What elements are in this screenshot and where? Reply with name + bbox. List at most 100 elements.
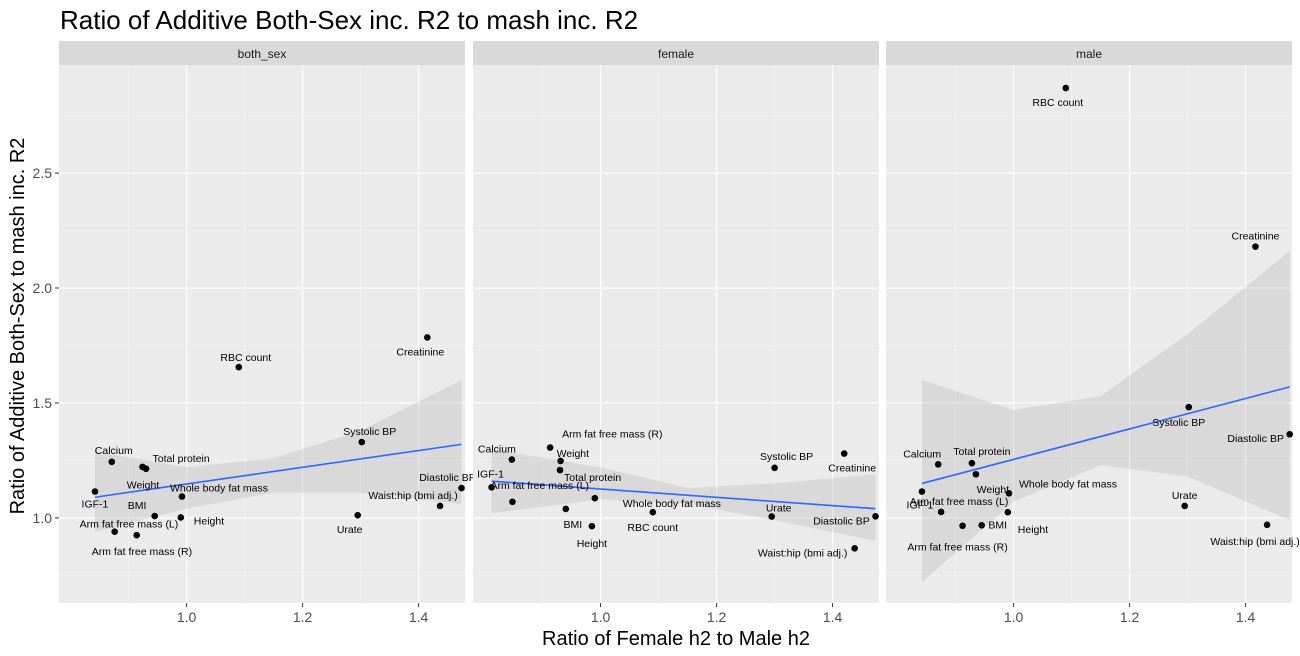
data-point — [91, 488, 99, 495]
x-tick-label: 1.0 — [177, 609, 197, 625]
point-label: Height — [1018, 524, 1048, 536]
point-label: Arm fat free mass (L) — [910, 496, 1009, 508]
x-tick-label: 1.4 — [409, 609, 429, 625]
x-tick-label: 1.0 — [591, 609, 611, 625]
data-point — [978, 521, 985, 529]
data-point — [178, 493, 186, 500]
facet-strip — [886, 41, 1292, 65]
data-point — [768, 513, 775, 520]
x-tick-label: 1.0 — [1004, 609, 1024, 625]
data-point — [588, 522, 596, 530]
data-point — [1005, 490, 1013, 497]
data-point — [1004, 508, 1012, 516]
point-label: Whole body fat mass — [623, 498, 721, 510]
trend-line — [921, 386, 1290, 485]
y-tick-label: 2.0 — [33, 280, 53, 296]
data-point — [918, 488, 926, 495]
point-label: Arm fat free mass (L) — [490, 480, 589, 492]
x-tick-label: 1.4 — [823, 609, 843, 625]
data-point — [111, 528, 118, 536]
data-point — [1263, 521, 1271, 529]
y-tick-label: 1.0 — [33, 510, 53, 526]
point-label: Arm fat free mass (R) — [907, 542, 1007, 554]
data-point — [557, 457, 564, 465]
data-point — [424, 334, 431, 341]
point-label: RBC count — [1032, 97, 1083, 109]
point-label: Arm fat free mass (R) — [562, 429, 662, 441]
data-point — [1062, 84, 1070, 92]
facet-strip-label: male — [1076, 47, 1102, 61]
data-point — [546, 444, 554, 451]
data-point — [851, 544, 858, 552]
data-point — [562, 505, 570, 513]
data-point — [436, 502, 444, 510]
data-point — [937, 508, 945, 516]
point-label: Height — [577, 538, 607, 550]
point-label: IGF-1 — [82, 498, 109, 510]
data-point — [177, 514, 185, 521]
data-point — [508, 456, 516, 463]
trend-line — [94, 443, 462, 499]
point-label: Calcium — [903, 448, 941, 460]
point-label: Creatinine — [828, 463, 876, 475]
point-label: Urate — [766, 503, 792, 515]
point-label: Waist:hip (bmi adj.) — [758, 547, 847, 559]
point-label: IGF-1 — [907, 499, 934, 511]
data-point — [771, 464, 778, 472]
point-label: Urate — [337, 524, 363, 536]
point-label: Weight — [557, 448, 590, 460]
data-point — [1181, 502, 1188, 510]
point-label: RBC count — [627, 522, 678, 534]
point-label: Calcium — [478, 444, 516, 456]
data-point — [649, 508, 657, 516]
data-point — [872, 513, 879, 520]
point-label: Weight — [977, 484, 1010, 496]
data-point — [133, 531, 141, 539]
point-label: Weight — [127, 480, 160, 492]
x-tick-label: 1.2 — [1120, 609, 1140, 625]
data-point — [1252, 243, 1259, 250]
point-label: BMI — [128, 500, 147, 512]
data-point — [358, 438, 366, 446]
y-tick-label: 1.5 — [33, 395, 53, 411]
y-tick-label: 2.5 — [33, 165, 53, 181]
point-label: Waist:hip (bmi adj.) — [1210, 536, 1299, 548]
data-point — [934, 461, 942, 468]
trend-line — [491, 480, 876, 510]
data-point — [108, 458, 116, 466]
point-label: Creatinine — [396, 346, 444, 358]
confidence-band — [922, 251, 1290, 583]
x-tick-label: 1.2 — [707, 609, 727, 625]
point-label: Total protein — [953, 446, 1010, 458]
data-point — [151, 512, 158, 520]
data-point — [354, 511, 362, 519]
point-label: Waist:hip (bmi adj.) — [368, 490, 457, 502]
facet-strip-label: female — [658, 47, 694, 61]
point-label: Diastolic BP — [813, 515, 870, 527]
point-label: Systolic BP — [343, 426, 396, 438]
data-point — [235, 363, 243, 371]
data-point — [959, 522, 966, 530]
point-label: Systolic BP — [1152, 417, 1205, 429]
point-label: Whole body fat mass — [1019, 478, 1117, 490]
y-axis: 1.0 1.5 2.0 2.5 — [33, 165, 59, 526]
data-point — [972, 470, 980, 478]
data-point — [458, 484, 465, 492]
point-label: Height — [194, 515, 224, 527]
point-label: Urate — [1172, 490, 1198, 502]
facet-male: male RBC count Creatinine Systolic BP Diasto… — [886, 41, 1300, 625]
x-tick-label: 1.2 — [293, 609, 313, 625]
panel-background — [59, 65, 465, 603]
point-label: Diastolic BP — [1227, 433, 1284, 445]
x-axis-title: Ratio of Female h2 to Male h2 — [542, 628, 810, 650]
data-point — [142, 465, 150, 473]
data-point — [1185, 403, 1193, 411]
point-label: Creatinine — [1232, 231, 1280, 243]
data-point — [1286, 430, 1293, 438]
x-tick-label: 1.4 — [1236, 609, 1256, 625]
point-label: Calcium — [95, 445, 133, 457]
point-label: BMI — [988, 519, 1007, 531]
data-point — [488, 484, 495, 491]
